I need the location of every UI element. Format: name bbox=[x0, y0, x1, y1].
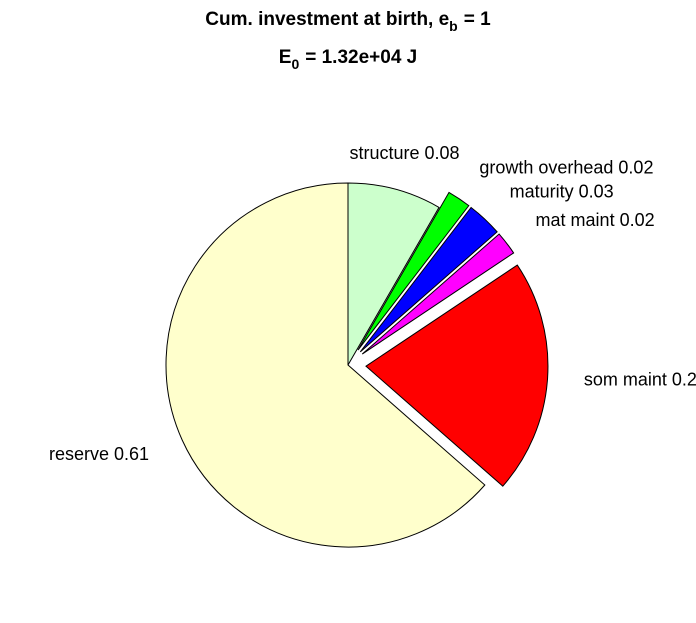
slice-label: growth overhead 0.02 bbox=[479, 157, 653, 177]
title-subscript: b bbox=[449, 18, 458, 34]
slice-name: som maint bbox=[584, 369, 667, 389]
slice-name: maturity bbox=[510, 181, 574, 201]
slice-value: 0.02 bbox=[618, 157, 653, 177]
pie-slice bbox=[347, 182, 440, 367]
slice-name: growth overhead bbox=[479, 157, 613, 177]
title-text: Cum. investment at birth, e bbox=[205, 9, 449, 30]
slice-label: maturity 0.03 bbox=[510, 181, 614, 201]
title-suffix: = 1 bbox=[464, 9, 491, 30]
slice-value: 0.03 bbox=[579, 181, 614, 201]
subtitle-text: E bbox=[279, 47, 292, 68]
slice-label: mat maint 0.02 bbox=[536, 210, 655, 230]
slice-name: mat maint bbox=[536, 210, 615, 230]
slice-value: 0.08 bbox=[425, 143, 460, 163]
slice-label: reserve 0.61 bbox=[49, 444, 149, 464]
pie-slice bbox=[359, 206, 498, 353]
pie-slice bbox=[361, 233, 515, 355]
slice-value: 0.2 bbox=[672, 369, 696, 389]
subtitle-subscript: 0 bbox=[291, 56, 299, 72]
subtitle-suffix: = 1.32e+04 J bbox=[305, 47, 417, 68]
slice-value: 0.61 bbox=[114, 444, 149, 464]
slice-label: structure 0.08 bbox=[349, 143, 459, 163]
slice-value: 0.02 bbox=[620, 210, 655, 230]
slice-label: som maint 0.2 bbox=[584, 369, 696, 389]
pie-slice bbox=[165, 182, 486, 548]
chart-title: Cum. investment at birth, eb = 1 bbox=[205, 9, 491, 34]
slice-name: structure bbox=[349, 143, 419, 163]
pie-slice bbox=[365, 264, 549, 487]
pie-slice bbox=[357, 191, 470, 351]
slice-name: reserve bbox=[49, 444, 109, 464]
chart-subtitle: E0 = 1.32e+04 J bbox=[279, 47, 417, 72]
